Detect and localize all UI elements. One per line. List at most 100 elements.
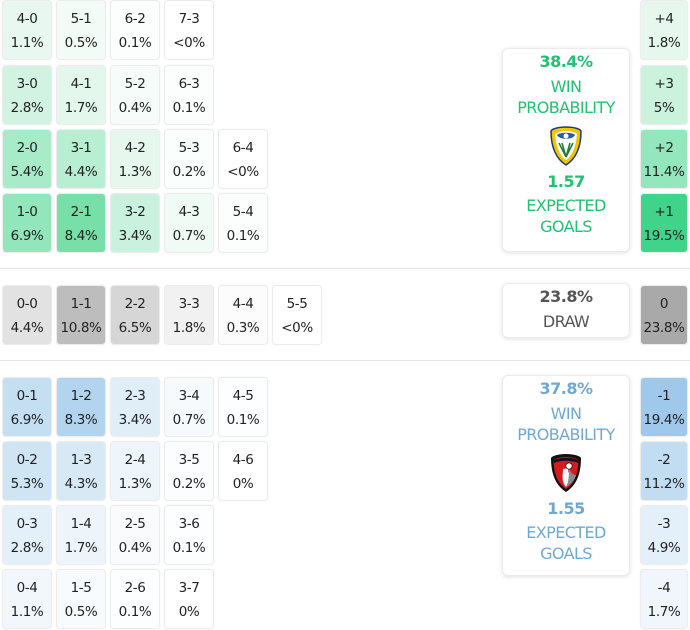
scoreline: 4-0 bbox=[16, 11, 38, 27]
probability: 23.8% bbox=[643, 320, 685, 336]
draw-score-cell[interactable]: 5-5 <0% bbox=[272, 285, 322, 345]
away-score-cell[interactable]: 3-4 0.7% bbox=[164, 377, 214, 437]
away-goal-diff-cell[interactable]: -2 11.2% bbox=[640, 441, 688, 501]
scoreline: 2-0 bbox=[16, 140, 38, 156]
home-score-cell[interactable]: 3-2 3.4% bbox=[110, 193, 160, 253]
home-score-cell[interactable]: 4-1 1.7% bbox=[56, 65, 106, 125]
away-score-cell[interactable]: 3-6 0.1% bbox=[164, 505, 214, 565]
away-win-percentage: 37.8% bbox=[539, 379, 593, 398]
scoreline: 4-1 bbox=[70, 76, 92, 92]
probability: 4.9% bbox=[647, 540, 681, 556]
away-score-cell[interactable]: 4-6 0% bbox=[218, 441, 268, 501]
home-score-cell[interactable]: 6-2 0.1% bbox=[110, 0, 160, 60]
away-score-cell[interactable]: 2-3 3.4% bbox=[110, 377, 160, 437]
home-goal-diff-cell[interactable]: +1 19.5% bbox=[640, 193, 688, 253]
away-goal-diff-cell[interactable]: -4 1.7% bbox=[640, 569, 688, 629]
away-xg-label-line1: EXPECTED bbox=[526, 523, 606, 542]
home-goal-diff-cell[interactable]: +3 5% bbox=[640, 65, 688, 125]
home-score-cell[interactable]: 1-0 6.9% bbox=[2, 193, 52, 253]
away-goal-diff-cell[interactable]: -1 19.4% bbox=[640, 377, 688, 437]
draw-score-cell[interactable]: 3-3 1.8% bbox=[164, 285, 214, 345]
away-score-cell[interactable]: 1-5 0.5% bbox=[56, 569, 106, 629]
draw-percentage: 23.8% bbox=[539, 287, 593, 306]
home-summary-card: 38.4% WIN PROBABILITY 1.57 EXPECTED GOAL… bbox=[502, 48, 630, 252]
away-score-cell[interactable]: 1-4 1.7% bbox=[56, 505, 106, 565]
away-score-cell[interactable]: 3-7 0% bbox=[164, 569, 214, 629]
scoreline: 3-1 bbox=[70, 140, 92, 156]
home-xg-label-line2: GOALS bbox=[540, 217, 592, 236]
probability: 3.4% bbox=[118, 228, 152, 244]
away-goal-diff-cell[interactable]: -3 4.9% bbox=[640, 505, 688, 565]
probability: 10.8% bbox=[60, 320, 102, 336]
home-score-cell[interactable]: 5-3 0.2% bbox=[164, 129, 214, 189]
home-score-cell[interactable]: 3-0 2.8% bbox=[2, 65, 52, 125]
home-score-cell[interactable]: 6-4 <0% bbox=[218, 129, 268, 189]
away-score-cell[interactable]: 0-3 2.8% bbox=[2, 505, 52, 565]
home-score-cell[interactable]: 2-1 8.4% bbox=[56, 193, 106, 253]
scoreline: 1-2 bbox=[70, 388, 92, 404]
home-score-cell[interactable]: 7-3 <0% bbox=[164, 0, 214, 60]
scoreline: 6-4 bbox=[232, 140, 254, 156]
scoreline: 4-2 bbox=[124, 140, 146, 156]
probability: 0.1% bbox=[226, 228, 260, 244]
scoreline: 2-3 bbox=[124, 388, 146, 404]
away-score-cell[interactable]: 2-5 0.4% bbox=[110, 505, 160, 565]
away-score-cell[interactable]: 4-5 0.1% bbox=[218, 377, 268, 437]
away-score-cell[interactable]: 0-4 1.1% bbox=[2, 569, 52, 629]
probability: 5.4% bbox=[10, 164, 44, 180]
home-score-cell[interactable]: 6-3 0.1% bbox=[164, 65, 214, 125]
home-score-cell[interactable]: 4-3 0.7% bbox=[164, 193, 214, 253]
draw-score-cell[interactable]: 0-0 4.4% bbox=[2, 285, 52, 345]
scoreline: 5-1 bbox=[70, 11, 92, 27]
scoreline: 3-2 bbox=[124, 204, 146, 220]
probability: 0.1% bbox=[118, 604, 152, 620]
scoreline: 4-5 bbox=[232, 388, 254, 404]
home-score-cell[interactable]: 3-1 4.4% bbox=[56, 129, 106, 189]
probability: 0% bbox=[232, 476, 254, 492]
probability: 1.8% bbox=[172, 320, 206, 336]
away-score-cell[interactable]: 3-5 0.2% bbox=[164, 441, 214, 501]
home-score-cell[interactable]: 5-1 0.5% bbox=[56, 0, 106, 60]
leeds-united-crest-icon bbox=[550, 126, 582, 166]
away-score-cell[interactable]: 2-6 0.1% bbox=[110, 569, 160, 629]
divider-top bbox=[0, 268, 690, 269]
divider-bottom bbox=[0, 360, 690, 361]
draw-score-cell[interactable]: 1-1 10.8% bbox=[56, 285, 106, 345]
away-score-cell[interactable]: 1-3 4.3% bbox=[56, 441, 106, 501]
scoreline: -2 bbox=[657, 452, 671, 468]
draw-score-cell[interactable]: 4-4 0.3% bbox=[218, 285, 268, 345]
away-score-cell[interactable]: 2-4 1.3% bbox=[110, 441, 160, 501]
scoreline: 5-2 bbox=[124, 76, 146, 92]
scoreline: 4-3 bbox=[178, 204, 200, 220]
scoreline: 0-3 bbox=[16, 516, 38, 532]
away-score-cell[interactable]: 0-2 5.3% bbox=[2, 441, 52, 501]
scoreline: 2-1 bbox=[70, 204, 92, 220]
home-win-label: WIN PROBABILITY bbox=[503, 76, 629, 118]
probability: 1.7% bbox=[647, 604, 681, 620]
probability: 6.9% bbox=[10, 228, 44, 244]
home-score-cell[interactable]: 4-0 1.1% bbox=[2, 0, 52, 60]
draw-goal-diff-cell[interactable]: 0 23.8% bbox=[640, 285, 688, 345]
away-score-cell[interactable]: 1-2 8.3% bbox=[56, 377, 106, 437]
home-score-cell[interactable]: 4-2 1.3% bbox=[110, 129, 160, 189]
probability: 1.1% bbox=[10, 604, 44, 620]
probability: 2.8% bbox=[10, 540, 44, 556]
probability: 0.1% bbox=[172, 100, 206, 116]
probability: 19.4% bbox=[643, 412, 685, 428]
scoreline: 0 bbox=[659, 296, 669, 312]
away-score-cell[interactable]: 0-1 6.9% bbox=[2, 377, 52, 437]
home-goal-diff-cell[interactable]: +2 11.4% bbox=[640, 129, 688, 189]
draw-score-cell[interactable]: 2-2 6.5% bbox=[110, 285, 160, 345]
draw-label: DRAW bbox=[542, 312, 590, 331]
scoreline: 1-3 bbox=[70, 452, 92, 468]
home-score-cell[interactable]: 5-4 0.1% bbox=[218, 193, 268, 253]
probability: 1.7% bbox=[64, 540, 98, 556]
probability: 0.7% bbox=[172, 228, 206, 244]
probability: 1.7% bbox=[64, 100, 98, 116]
scoreline: -4 bbox=[657, 580, 671, 596]
probability: 0.1% bbox=[172, 540, 206, 556]
scoreline: -1 bbox=[657, 388, 671, 404]
home-score-cell[interactable]: 2-0 5.4% bbox=[2, 129, 52, 189]
home-score-cell[interactable]: 5-2 0.4% bbox=[110, 65, 160, 125]
home-goal-diff-cell[interactable]: +4 1.8% bbox=[640, 0, 688, 60]
